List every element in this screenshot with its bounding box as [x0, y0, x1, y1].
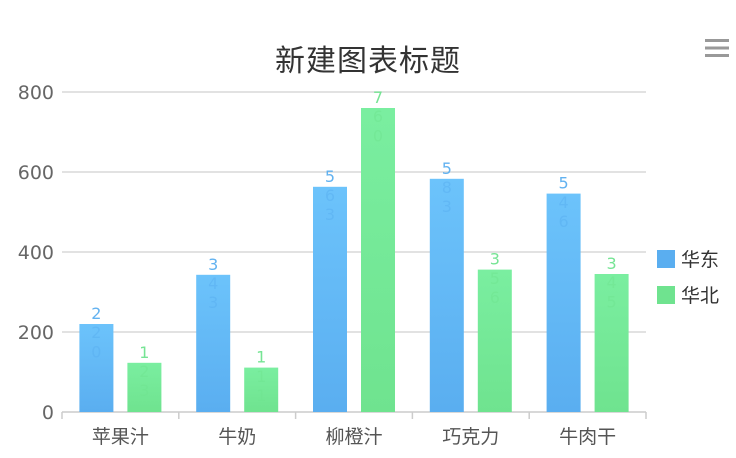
bar-华北	[594, 274, 629, 412]
x-tick-label: 柳橙汁	[325, 426, 382, 448]
chart-title: 新建图表标题	[275, 44, 461, 79]
bar-华东	[429, 178, 464, 412]
y-tick-label: 0	[42, 402, 54, 424]
legend-label: 华北	[681, 285, 719, 307]
bar-华东	[79, 324, 114, 412]
data-labels: 2 2 0 1 2 3 3 4 3 1 1 1 5 6 3 7 6 0 5 8 3 3 5 6 5 4 6 3 4 5	[91, 88, 616, 405]
y-tick-label: 200	[18, 322, 54, 344]
y-tick-label: 800	[18, 82, 54, 104]
bar-华北	[244, 367, 279, 412]
legend-swatch	[657, 250, 675, 268]
bar-华东	[546, 193, 581, 412]
bar-华东	[196, 274, 231, 412]
y-tick-label: 400	[18, 242, 54, 264]
bar-华北	[127, 362, 162, 412]
bars	[79, 108, 629, 412]
bar-华北	[361, 108, 395, 412]
x-tick-label: 牛肉干	[559, 426, 616, 448]
bar-华东	[313, 186, 347, 412]
legend-label: 华东	[681, 249, 719, 271]
menu-icon[interactable]	[705, 38, 729, 58]
legend-swatch	[657, 286, 675, 304]
x-tick-label: 巧克力	[442, 426, 499, 448]
x-tick-label: 苹果汁	[92, 426, 149, 448]
y-tick-label: 600	[18, 162, 54, 184]
axes: 0 200 400 600 800 苹果汁 牛奶 柳橙汁 巧克力 牛肉干	[18, 82, 647, 448]
x-tick-label: 牛奶	[218, 426, 256, 448]
bar-华北	[477, 269, 512, 412]
